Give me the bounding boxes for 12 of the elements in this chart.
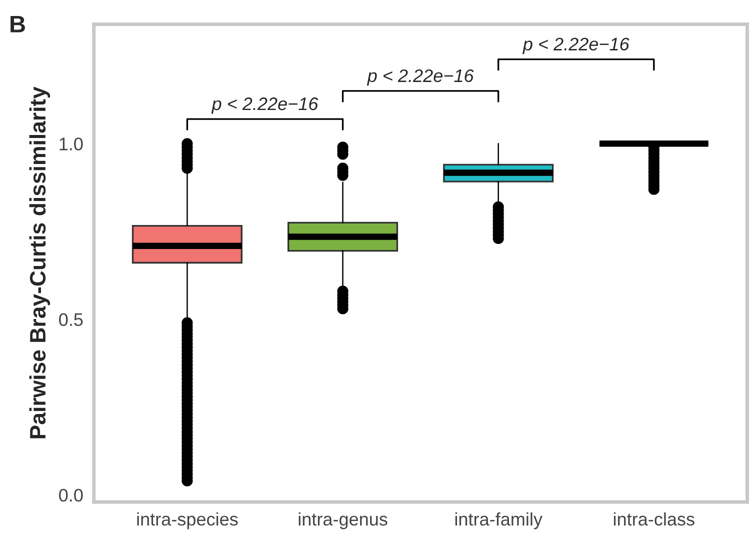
x-tick-label: intra-genus bbox=[298, 512, 388, 530]
y-tick-label: 0.0 bbox=[59, 488, 83, 502]
y-axis-title: Pairwise Bray-Curtis dissimilarity bbox=[29, 86, 50, 438]
annotation: p < 2.22e−16 bbox=[211, 97, 318, 114]
annotation: p < 2.22e−16 bbox=[522, 38, 630, 54]
x-tick-label: intra-species bbox=[137, 512, 238, 530]
y-tick-label: 0.5 bbox=[59, 313, 83, 326]
text: B bbox=[10, 16, 25, 32]
x-tick-label: intra-family bbox=[455, 512, 542, 530]
y-tick-label: 1.0 bbox=[60, 138, 83, 150]
x-tick-label: intra-class bbox=[614, 512, 694, 526]
annotation: p < 2.22e−16 bbox=[366, 69, 474, 86]
